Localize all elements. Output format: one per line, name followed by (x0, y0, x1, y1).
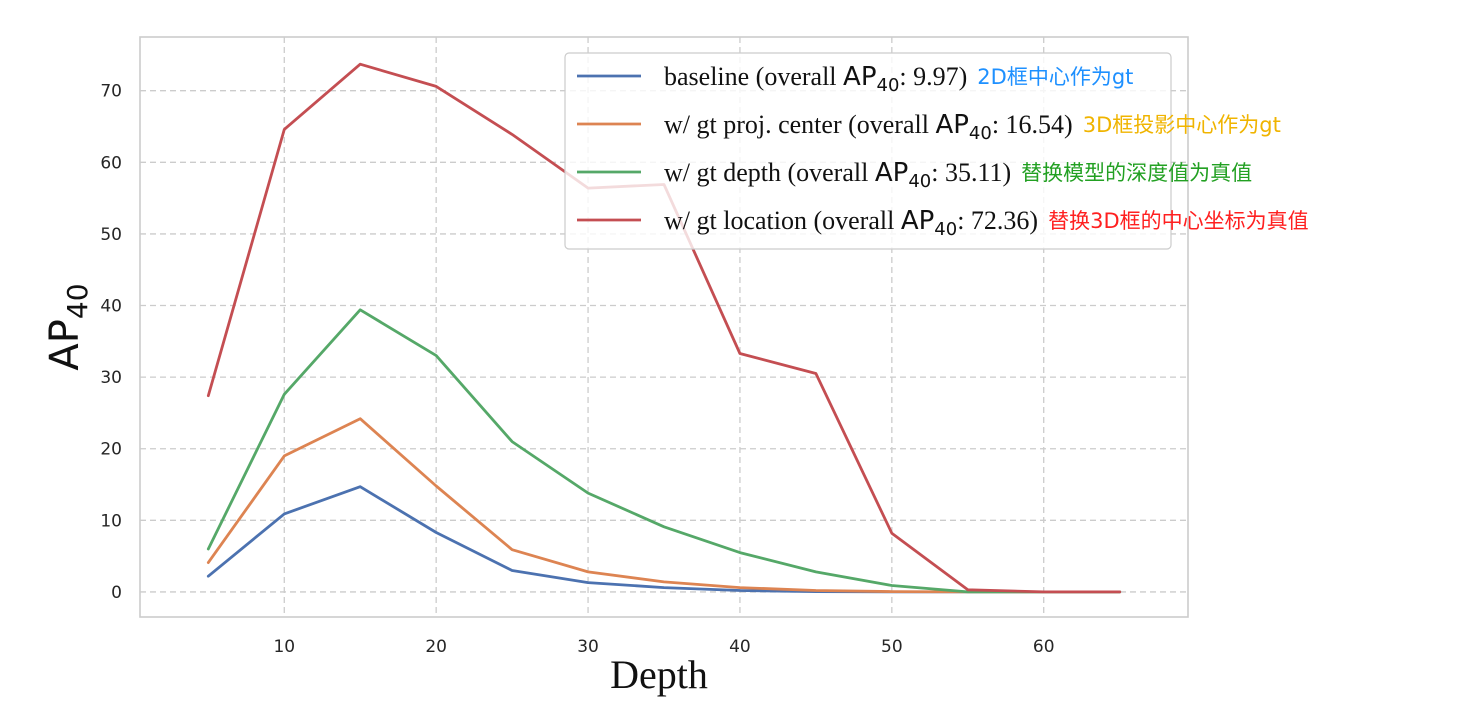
annotation-text: 替换模型的深度值为真值 (1021, 161, 1252, 185)
legend-entry: w/ gt location (overall AP40: 72.36) (577, 206, 1038, 240)
x-axis-title: Depth (610, 652, 708, 697)
legend-label-ap: AP (843, 62, 876, 92)
x-tick-label: 60 (1033, 637, 1055, 657)
y-axis-title-subscript: 40 (61, 283, 94, 319)
x-tick-label: 30 (577, 637, 599, 657)
legend-label: w/ gt depth (overall AP40: 35.11) (664, 158, 1011, 192)
legend-label-prefix: w/ gt location (overall (664, 206, 901, 235)
annotations: 2D框中心作为gt 3D框投影中心作为gt 替换模型的深度值为真值替换3D框的中心坐… (977, 65, 1308, 233)
legend-label-subscript: 40 (969, 123, 992, 144)
y-axis-ticks: 0 10 20 30 40 50 60 70 (100, 82, 122, 603)
legend-label-suffix: : 9.97) (899, 62, 967, 91)
legend-label: w/ gt proj. center (overall AP40: 16.54) (664, 110, 1073, 144)
annotation-text: 替换3D框的中心坐标为真值 (1048, 209, 1309, 233)
y-axis-title: AP40 (42, 283, 94, 370)
legend-label: baseline (overall AP40: 9.97) (664, 62, 967, 96)
y-tick-label: 30 (100, 368, 122, 388)
legend-label-suffix: : 72.36) (957, 206, 1038, 235)
series-line-3 (206, 308, 1122, 594)
x-tick-label: 40 (729, 637, 751, 657)
y-axis-title-main: AP (42, 319, 88, 370)
y-tick-label: 60 (100, 153, 122, 173)
x-axis-ticks: 10 20 30 40 50 60 (273, 637, 1054, 657)
legend-label-ap: AP (875, 158, 908, 188)
legend-label: w/ gt location (overall AP40: 72.36) (664, 206, 1038, 240)
legend: baseline (overall AP40: 9.97)w/ gt proj.… (564, 52, 1172, 250)
legend-label-suffix: : 16.54) (992, 110, 1073, 139)
y-tick-label: 20 (100, 440, 122, 460)
series-lines (206, 62, 1122, 594)
legend-label-suffix: : 35.11) (931, 158, 1011, 187)
legend-label-subscript: 40 (934, 219, 957, 240)
annotation-text: 3D框投影中心作为gt (1083, 113, 1281, 137)
legend-entry: baseline (overall AP40: 9.97) (577, 62, 967, 96)
legend-box (564, 52, 1172, 250)
y-tick-label: 40 (100, 297, 122, 317)
x-tick-label: 20 (425, 637, 447, 657)
legend-label-subscript: 40 (877, 75, 900, 96)
legend-label-ap: AP (901, 206, 934, 236)
x-tick-label: 50 (881, 637, 903, 657)
x-tick-label: 10 (273, 637, 295, 657)
y-tick-label: 50 (100, 225, 122, 245)
legend-label-prefix: w/ gt proj. center (overall (664, 110, 935, 139)
legend-label-subscript: 40 (908, 171, 931, 192)
legend-label-prefix: w/ gt depth (overall (664, 158, 875, 187)
y-tick-label: 10 (100, 511, 122, 531)
legend-entry: w/ gt depth (overall AP40: 35.11) (577, 158, 1011, 192)
legend-label-prefix: baseline (overall (664, 62, 843, 91)
annotation-text: 2D框中心作为gt (977, 65, 1133, 89)
legend-entry: w/ gt proj. center (overall AP40: 16.54) (577, 110, 1073, 144)
y-tick-label: 70 (100, 82, 122, 102)
svg-text:AP40: AP40 (42, 283, 94, 370)
legend-label-ap: AP (935, 110, 968, 140)
y-tick-label: 0 (111, 583, 122, 603)
